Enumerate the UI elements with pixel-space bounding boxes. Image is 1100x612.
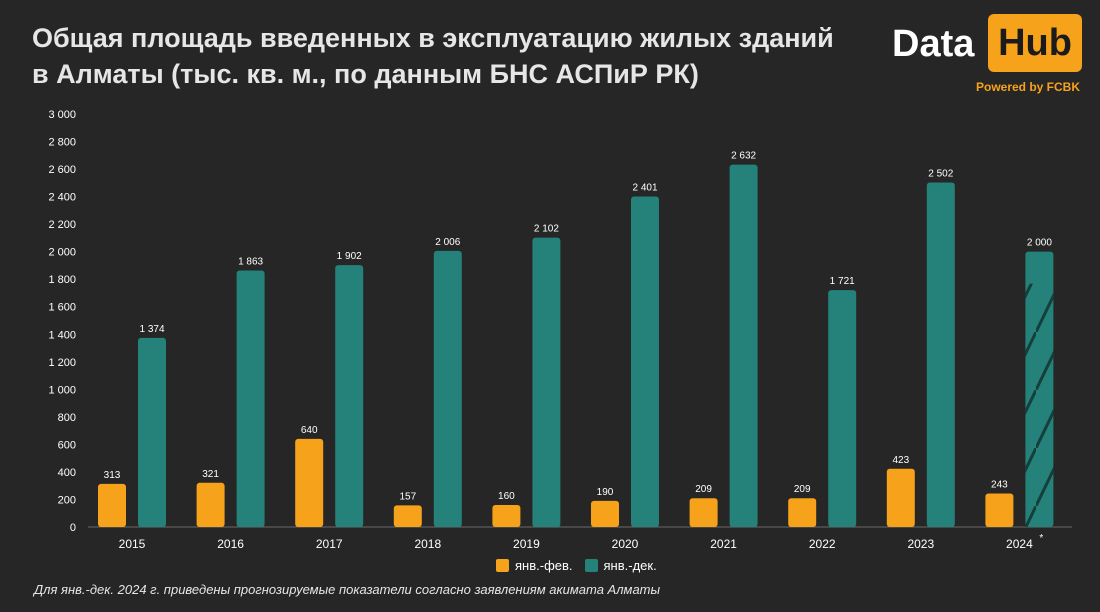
bar-jan-feb-2021	[689, 498, 718, 527]
data-label-jan-feb-2017: 640	[301, 425, 318, 436]
x-tick-label-2021: 2021	[710, 537, 737, 550]
powered-by-text: Powered by FCBK	[975, 80, 1080, 94]
bar-jan-dec-2015	[138, 337, 166, 527]
x-tick-label-2015: 2015	[119, 537, 146, 550]
x-tick-label-2023: 2023	[907, 537, 934, 550]
bar-jan-feb-2018	[393, 505, 422, 527]
data-label-jan-feb-2023: 423	[892, 455, 909, 466]
data-label-jan-dec-2020: 2 401	[632, 182, 657, 193]
bar-jan-feb-2015	[98, 483, 126, 527]
y-tick-label: 1 800	[48, 274, 76, 286]
data-label-jan-dec-2022: 1 721	[830, 276, 855, 287]
x-tick-label-2019: 2019	[513, 537, 540, 550]
x-tick-label-2016: 2016	[217, 537, 244, 550]
bar-jan-feb-2023	[886, 468, 915, 527]
y-tick-label: 2 800	[48, 137, 76, 149]
data-label-jan-dec-2018: 2 006	[435, 237, 460, 248]
legend-label-jan-dec: янв.-дек.	[603, 557, 657, 573]
bar-jan-dec-2017	[335, 265, 364, 527]
data-label-jan-feb-2016: 321	[202, 469, 219, 480]
y-tick-label: 2 600	[48, 164, 76, 176]
bar-jan-dec-2018	[433, 250, 462, 527]
data-label-jan-feb-2020: 190	[597, 487, 614, 498]
data-label-jan-dec-2017: 1 902	[337, 251, 362, 262]
data-label-jan-feb-2018: 157	[399, 491, 416, 502]
bar-jan-feb-2022	[788, 498, 817, 527]
y-tick-label: 3 000	[48, 109, 76, 121]
x-tick-label-2018: 2018	[414, 537, 441, 550]
chart-title-line2: в Алматы (тыс. кв. м., по данным БНС АСП…	[32, 59, 699, 89]
datahub-logo: Data Hub Powered by FCBK	[892, 14, 1084, 100]
data-label-jan-feb-2015: 313	[104, 470, 121, 481]
y-tick-label: 400	[58, 467, 76, 479]
legend: янв.-фев. янв.-дек.	[496, 555, 669, 575]
bar-chart: 0 200 400 600 800 1 000 1 200 1 400 1 600 1 800 2 …	[48, 109, 1072, 550]
bar-jan-dec-2023	[926, 182, 955, 528]
legend-swatch-teal	[584, 558, 598, 572]
bar-jan-feb-2020	[591, 500, 619, 527]
data-label-jan-dec-2023: 2 502	[928, 169, 953, 180]
y-tick-label: 1 000	[48, 384, 76, 396]
data-label-jan-feb-2019: 160	[498, 491, 515, 502]
y-axis: 0 200 400 600 800 1 000 1 200 1 400 1 600 1 800 2 …	[48, 109, 76, 534]
chart-title: Общая площадь введенных в эксплуатацию ж…	[32, 20, 852, 92]
y-tick-label: 0	[70, 522, 76, 534]
data-label-jan-feb-2024: 243	[991, 480, 1008, 491]
y-tick-label: 800	[58, 412, 76, 424]
bar-jan-feb-2024	[985, 493, 1014, 527]
data-label-jan-dec-2016: 1 863	[238, 257, 263, 268]
data-label-jan-feb-2022: 209	[794, 484, 811, 495]
data-label-jan-feb-2021: 209	[695, 484, 712, 495]
x-axis: 2015 2016 2017 2018 2019 2020 2021 2022 2023 2024…	[119, 533, 1044, 550]
bar-jan-dec-2016	[236, 270, 265, 527]
bar-jan-dec-2021	[729, 164, 758, 528]
logo-badge: Hub	[988, 14, 1082, 72]
bar-jan-dec-2020	[631, 196, 659, 527]
y-tick-label: 2 400	[48, 192, 76, 204]
data-label-jan-dec-2024: 2 000	[1027, 238, 1052, 249]
bars-group: 313 1 374 321 1 863 640 1 902 157 2 006 160 2 102…	[98, 151, 1054, 528]
legend-label-jan-feb: янв.-фев.	[515, 557, 573, 573]
x-tick-label-2017: 2017	[316, 537, 343, 550]
bar-jan-feb-2016	[196, 482, 225, 527]
bar-jan-dec-2022	[828, 290, 857, 527]
bar-jan-feb-2017	[295, 438, 324, 527]
y-tick-label: 1 200	[48, 357, 76, 369]
legend-swatch-orange	[496, 558, 509, 572]
data-label-jan-dec-2015: 1 374	[139, 324, 164, 335]
x-tick-label-2024: 2024	[1006, 537, 1033, 550]
bar-jan-dec-2019	[532, 237, 561, 527]
y-tick-label: 2 200	[48, 219, 76, 231]
logo-word: Data	[892, 23, 975, 65]
x-tick-label-2020: 2020	[612, 537, 639, 550]
legend-item-jan-feb: янв.-фев.	[496, 558, 573, 573]
y-tick-label: 200	[58, 494, 76, 506]
data-label-jan-dec-2021: 2 632	[731, 151, 756, 162]
data-label-jan-dec-2019: 2 102	[534, 224, 559, 235]
footnote: Для янв.-дек. 2024 г. приведены прогнози…	[34, 582, 661, 597]
y-tick-label: 1 600	[48, 302, 76, 314]
forecast-hatch-2024	[1025, 283, 1054, 527]
x-tick-label-2022: 2022	[809, 537, 836, 550]
y-tick-label: 2 000	[48, 247, 76, 259]
legend-item-jan-dec: янв.-дек.	[584, 557, 657, 573]
y-tick-label: 1 400	[48, 329, 76, 341]
bar-jan-feb-2019	[492, 504, 521, 527]
chart-title-line1: Общая площадь введенных в эксплуатацию ж…	[32, 23, 834, 53]
forecast-asterisk: *	[1039, 533, 1043, 544]
y-tick-label: 600	[58, 439, 76, 451]
